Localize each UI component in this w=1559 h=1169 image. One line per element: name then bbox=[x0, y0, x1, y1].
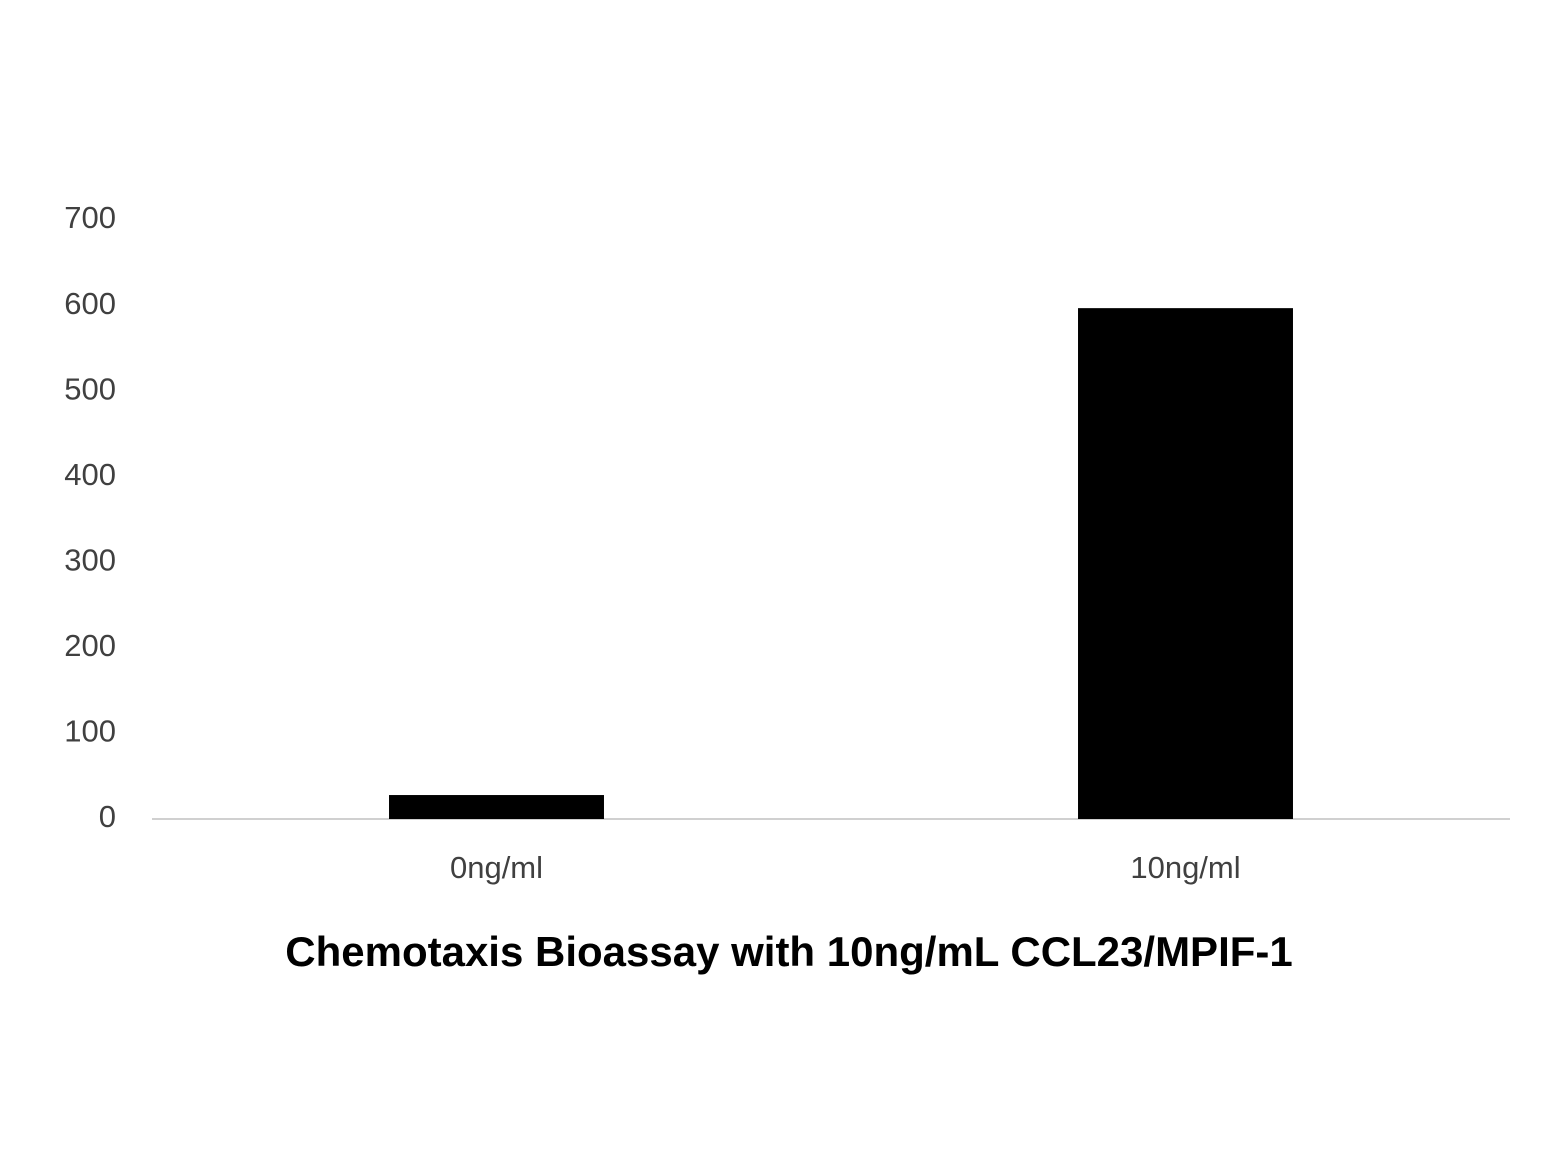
y-tick-label: 700 bbox=[64, 200, 116, 235]
y-tick-label: 600 bbox=[64, 286, 116, 321]
y-tick-label: 500 bbox=[64, 371, 116, 406]
x-tick-label: 0ng/ml bbox=[450, 850, 543, 885]
x-tick-label: 10ng/ml bbox=[1130, 850, 1240, 885]
y-tick-label: 100 bbox=[64, 714, 116, 749]
y-tick-label: 300 bbox=[64, 542, 116, 577]
y-tick-label: 400 bbox=[64, 457, 116, 492]
chart-title: Chemotaxis Bioassay with 10ng/mL CCL23/M… bbox=[285, 928, 1293, 975]
bar bbox=[389, 795, 604, 819]
bar bbox=[1078, 308, 1293, 819]
y-tick-label: 200 bbox=[64, 628, 116, 663]
y-tick-label: 0 bbox=[99, 799, 116, 834]
